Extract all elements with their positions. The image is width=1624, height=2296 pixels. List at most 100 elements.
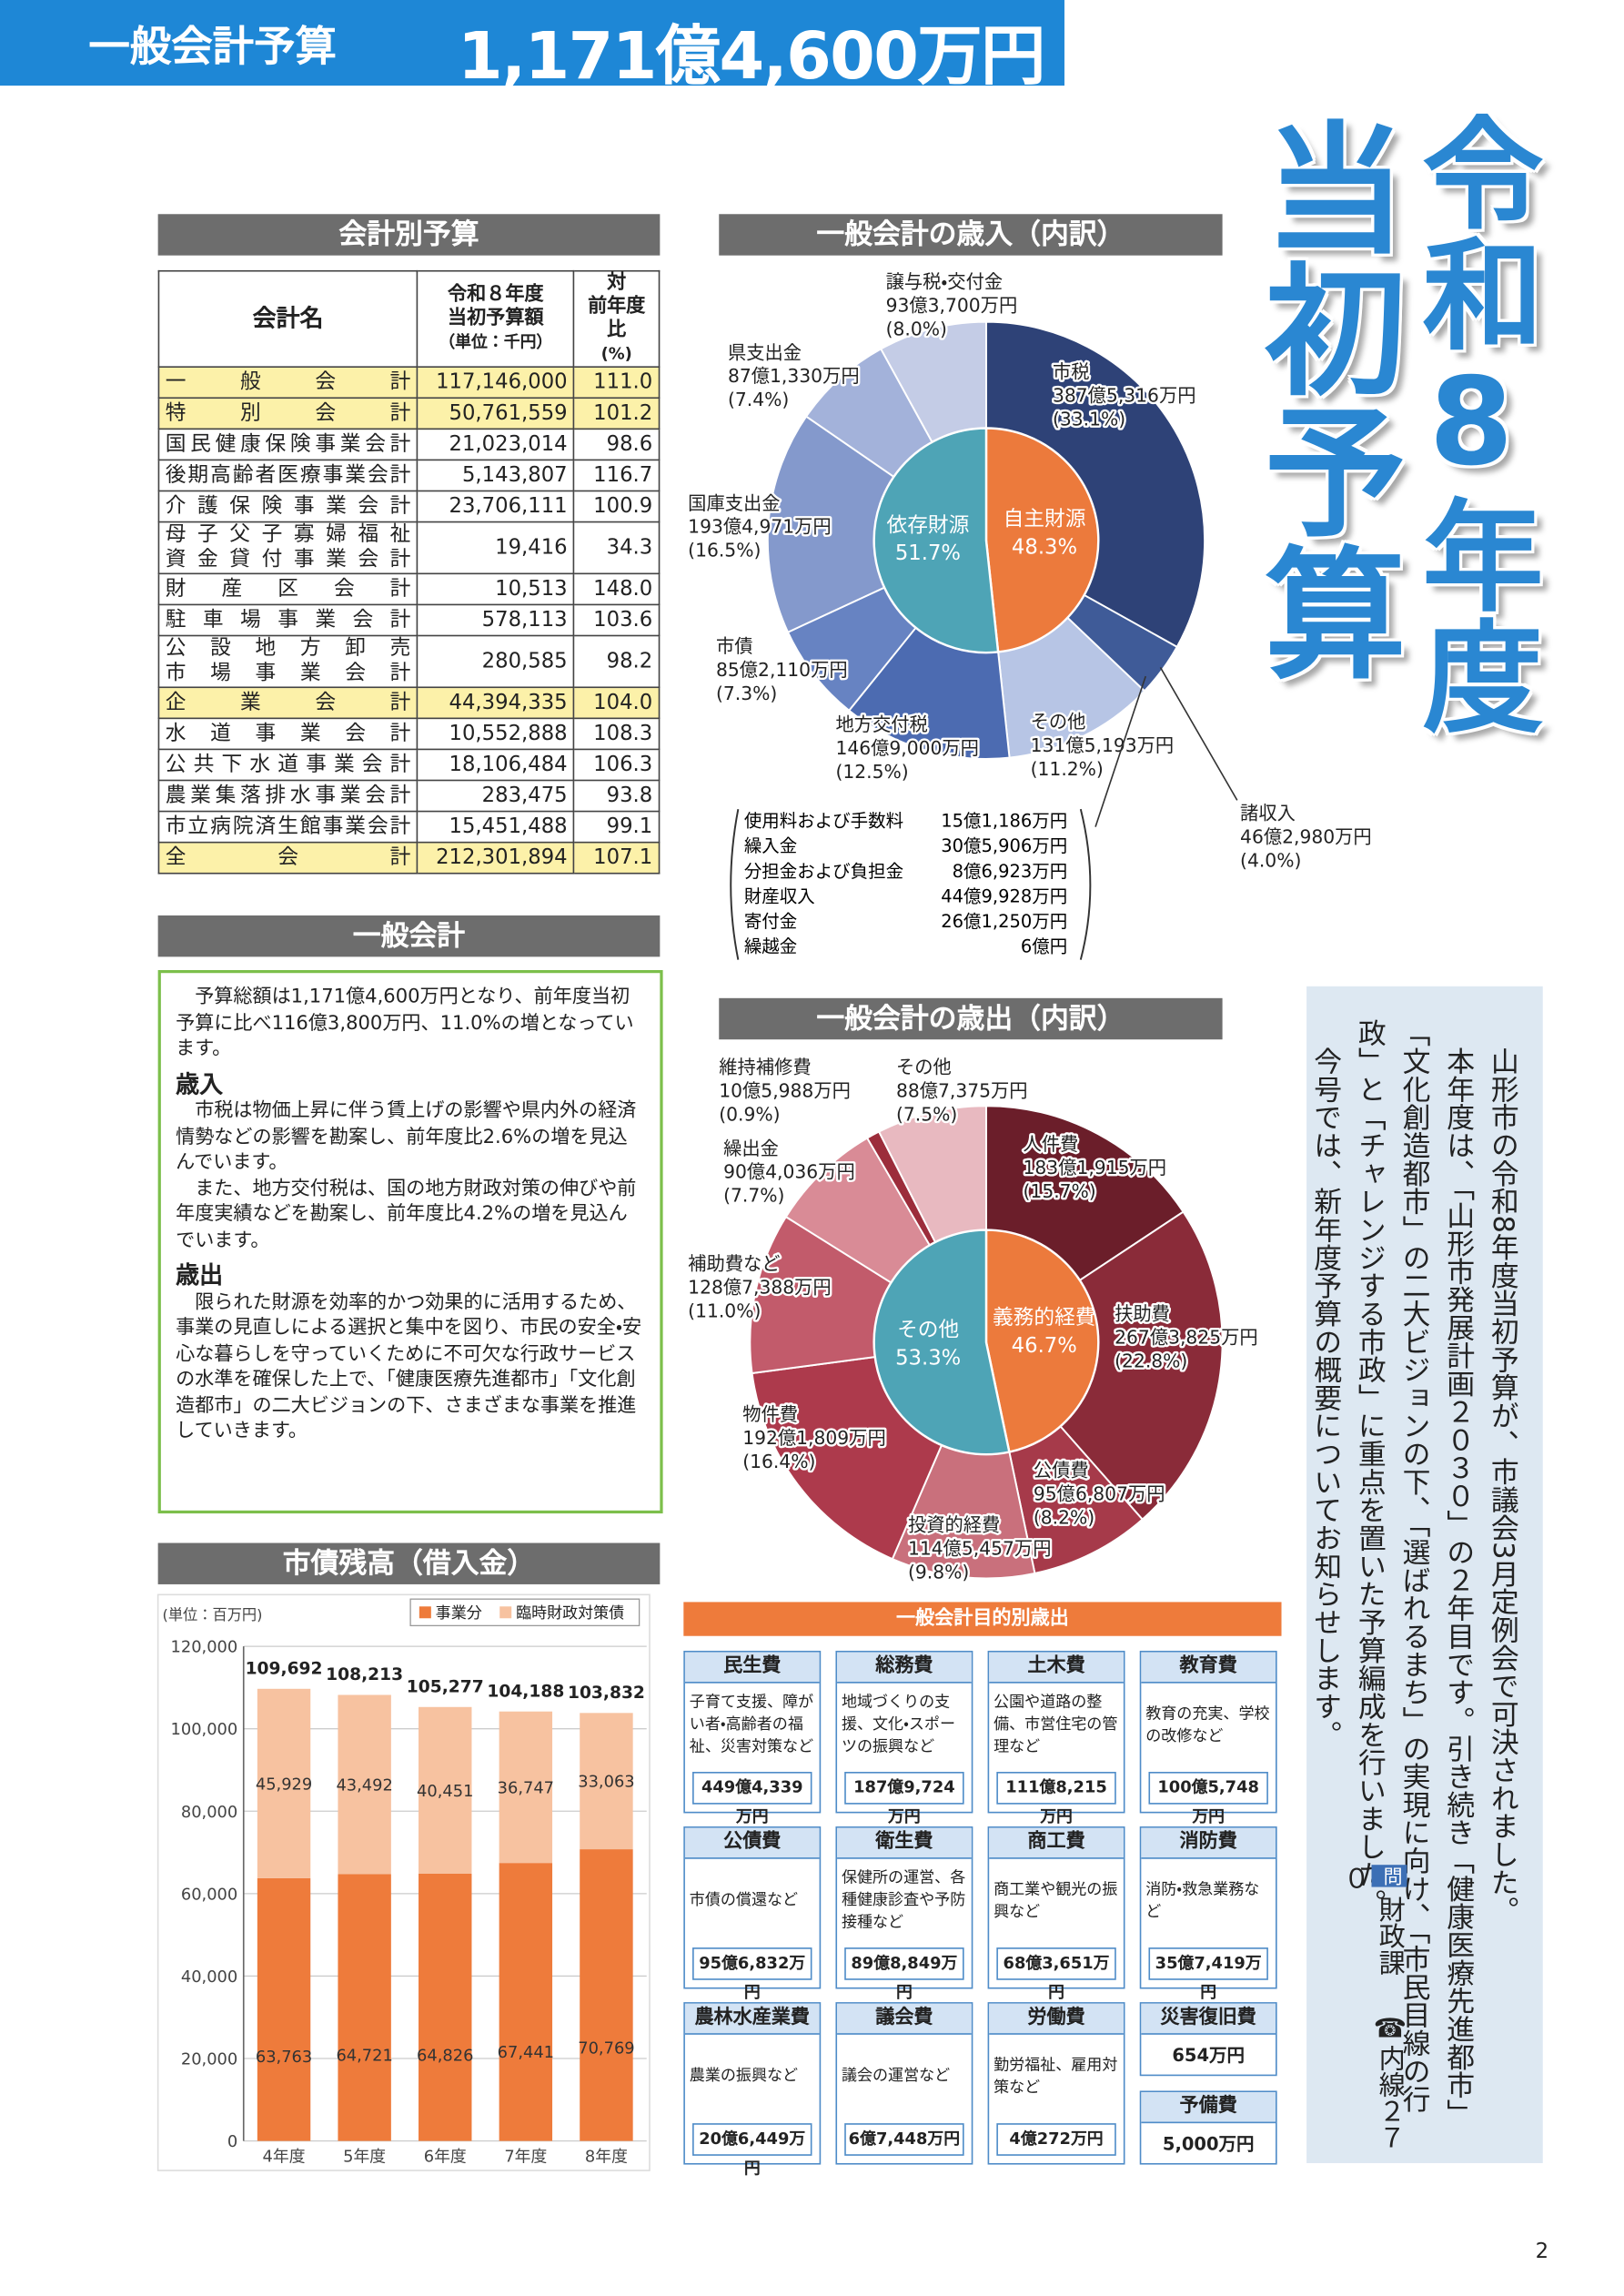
slice-name: 繰出金 <box>723 1138 779 1159</box>
slice-name: 市債 <box>716 635 753 657</box>
account-name-text: 農業集落排水事業会計 <box>165 783 411 807</box>
account-ratio: 98.2 <box>573 634 661 689</box>
card-title: 公債費 <box>684 1827 820 1859</box>
card-title: 土木費 <box>989 1652 1124 1684</box>
column-header-line: （単位：千円） <box>439 332 553 352</box>
notice-paragraph: 山形市の令和8年度当初予算が、市議会3月定例会で可決されました。 <box>1487 1047 1519 1925</box>
account-ratio: 99.1 <box>573 810 661 844</box>
purpose-card: 予備費 5,000万円 <box>1139 2090 1277 2165</box>
slice-amount: 93億3,700万円 <box>886 294 1018 316</box>
bar-segment <box>257 1688 311 1878</box>
account-ratio: 93.8 <box>573 779 661 813</box>
bar-segment <box>257 1877 311 2141</box>
bar-segment <box>499 1711 553 1864</box>
account-name-text: 国民健康保険事業会計 <box>165 431 411 456</box>
section-heading: 市債残高（借入金） <box>157 1542 661 1584</box>
purpose-card: 教育費 教育の充実、学校の改修など 100億5,748万円 <box>1139 1650 1277 1826</box>
bar-value-label: 67,441 <box>498 2043 554 2062</box>
account-name: 一般会計 <box>157 366 419 400</box>
card-amount: 68億3,651万円 <box>996 1947 1116 2002</box>
pie-slice <box>984 320 1206 649</box>
purpose-card: 土木費 公園や道路の整備、市営住宅の管理など 111億8,215万円 <box>987 1650 1125 1826</box>
card-title: 教育費 <box>1141 1652 1276 1684</box>
card-amount: 449億4,339万円 <box>692 1771 812 1826</box>
chart-frame <box>156 1593 651 2171</box>
section-heading: 一般会計の歳出（内訳） <box>719 997 1223 1040</box>
breakdown-item: 使用料および手数料 <box>744 811 903 832</box>
subheading: 歳出 <box>176 1260 224 1290</box>
pie-slice <box>766 415 988 634</box>
slice-percent: (0.9%) <box>719 1103 780 1125</box>
table-row: 一般会計 117,146,000 111.0 <box>157 366 661 400</box>
table-header: 会計名 令和８年度 当初予算額 （単位：千円） 対前年度比 (%) <box>157 269 661 369</box>
slice-name: 投資的経費 <box>908 1514 1000 1536</box>
account-name-text: 後期高齢者医療事業会計 <box>165 462 411 487</box>
purpose-card: 民生費 子育て支援、障がい者・高齢者の福祉、災害対策など 449億4,339万円 <box>683 1650 822 1826</box>
paragraphs: 市税は物価上昇に伴う賃上げの影響や県内外の経済情勢などの影響を勘案し、前年度比2… <box>176 1098 645 1253</box>
slice-name: 維持補修費 <box>719 1057 811 1078</box>
card-title: 消防費 <box>1141 1827 1276 1859</box>
section-heading: 会計別予算 <box>157 214 661 256</box>
breakdown-amount: 15億1,186万円 <box>941 811 1067 832</box>
card-amount: 95億6,832万円 <box>692 1947 812 2002</box>
card-desc: 商工業や観光の振興など <box>994 1880 1118 1921</box>
card-desc: 子育て支援、障がい者・高齢者の福祉、災害対策など <box>689 1694 814 1756</box>
account-name: 農業集落排水事業会計 <box>157 779 419 813</box>
pie-slice <box>865 1130 987 1343</box>
table-row: 介護保険事業会計 23,706,111 100.9 <box>157 490 661 523</box>
pie-slice <box>751 1340 988 1561</box>
y-tick-label: 100,000 <box>171 1720 238 1739</box>
account-amount: 18,106,484 <box>416 748 575 782</box>
slice-percent: (22.8%) <box>1115 1350 1187 1371</box>
account-name: 特別会計 <box>157 397 419 430</box>
account-amount: 212,301,894 <box>416 841 575 875</box>
purpose-card: 消防費 消防・救急業務など 35億7,419万円 <box>1139 1826 1277 2002</box>
account-name: 母子父子寡婦福祉 資金貸付事業会計 <box>157 521 419 575</box>
header-bar: 一般会計予算 1,171億4,600万円 <box>0 0 1064 95</box>
slice-name: 国庫支出金 <box>688 492 780 514</box>
slice-name: 人件費 <box>1024 1133 1079 1155</box>
purpose-heading: 一般会計目的別歳出 <box>683 1602 1282 1636</box>
table-row: 公共下水道事業会計 18,106,484 106.3 <box>157 748 661 782</box>
table-row: 市立病院済生館事業会計 15,451,488 99.1 <box>157 810 661 844</box>
account-amount: 44,394,335 <box>416 686 575 720</box>
breakdown-amount: 26億1,250万円 <box>941 911 1067 932</box>
column-header-text: 会計名 <box>252 304 324 333</box>
card-desc: 議会の運営など <box>841 2067 951 2085</box>
slice-amount: 128億7,388万円 <box>688 1276 832 1298</box>
paragraphs: 限られた財源を効率的かつ効果的に活用するため、事業の見直しによる選択と集中を図り… <box>176 1290 645 1444</box>
column-header-line: (%) <box>600 344 632 364</box>
inner-value: 51.7% <box>895 541 961 565</box>
purpose-card: 衛生費 保健所の運営、各種健康診査や予防接種など 89億8,849万円 <box>835 1826 973 2002</box>
account-amount: 280,585 <box>416 634 575 689</box>
card-amount: 654万円 <box>1172 2045 1245 2066</box>
account-amount: 23,706,111 <box>416 490 575 523</box>
unit-label: (単位：百万円) <box>162 1606 262 1623</box>
table-row: 全会計 212,301,894 107.1 <box>157 841 661 875</box>
account-ratio: 34.3 <box>573 521 661 575</box>
purpose-card: 災害復旧費 654万円 <box>1139 2002 1277 2077</box>
inner-value: 53.3% <box>895 1346 961 1370</box>
legend-swatch <box>419 1606 431 1619</box>
table-row: 後期高齢者医療事業会計 5,143,807 116.7 <box>157 459 661 492</box>
inner-slice <box>984 427 1100 653</box>
inner-label: その他 <box>897 1319 959 1342</box>
slice-percent: (12.5%) <box>835 761 908 783</box>
slice-percent: (8.0%) <box>886 318 947 339</box>
account-name: 公設地方卸売 市場事業会計 <box>157 634 419 689</box>
y-tick-label: 20,000 <box>181 2050 237 2069</box>
bar-value-label: 43,492 <box>336 1775 392 1795</box>
breakdown-amount: 6億円 <box>1021 936 1067 957</box>
slice-amount: 183億1,915万円 <box>1024 1157 1167 1178</box>
notice-text: 山形市の令和8年度当初予算が、市議会3月定例会で可決されました。 本年度は、「山形… <box>1304 1019 1525 2141</box>
bar-total-label: 103,832 <box>568 1684 645 1703</box>
card-title: 災害復旧費 <box>1141 2003 1276 2035</box>
card-amount: 187億9,724万円 <box>844 1771 964 1826</box>
slice-amount: 146億9,000万円 <box>835 737 979 759</box>
account-name-text: 水道事業会計 <box>165 721 411 745</box>
x-tick-label: 6年度 <box>424 2147 467 2166</box>
purpose-card: 農林水産業費 農業の振興など 20億6,449万円 <box>683 2002 822 2178</box>
general-box: 予算総額は1,171億4,600万円となり、前年度当初予算に比べ116億3,80… <box>157 969 663 1514</box>
pie-slice <box>784 1137 987 1343</box>
pie-slice <box>984 1339 1145 1575</box>
